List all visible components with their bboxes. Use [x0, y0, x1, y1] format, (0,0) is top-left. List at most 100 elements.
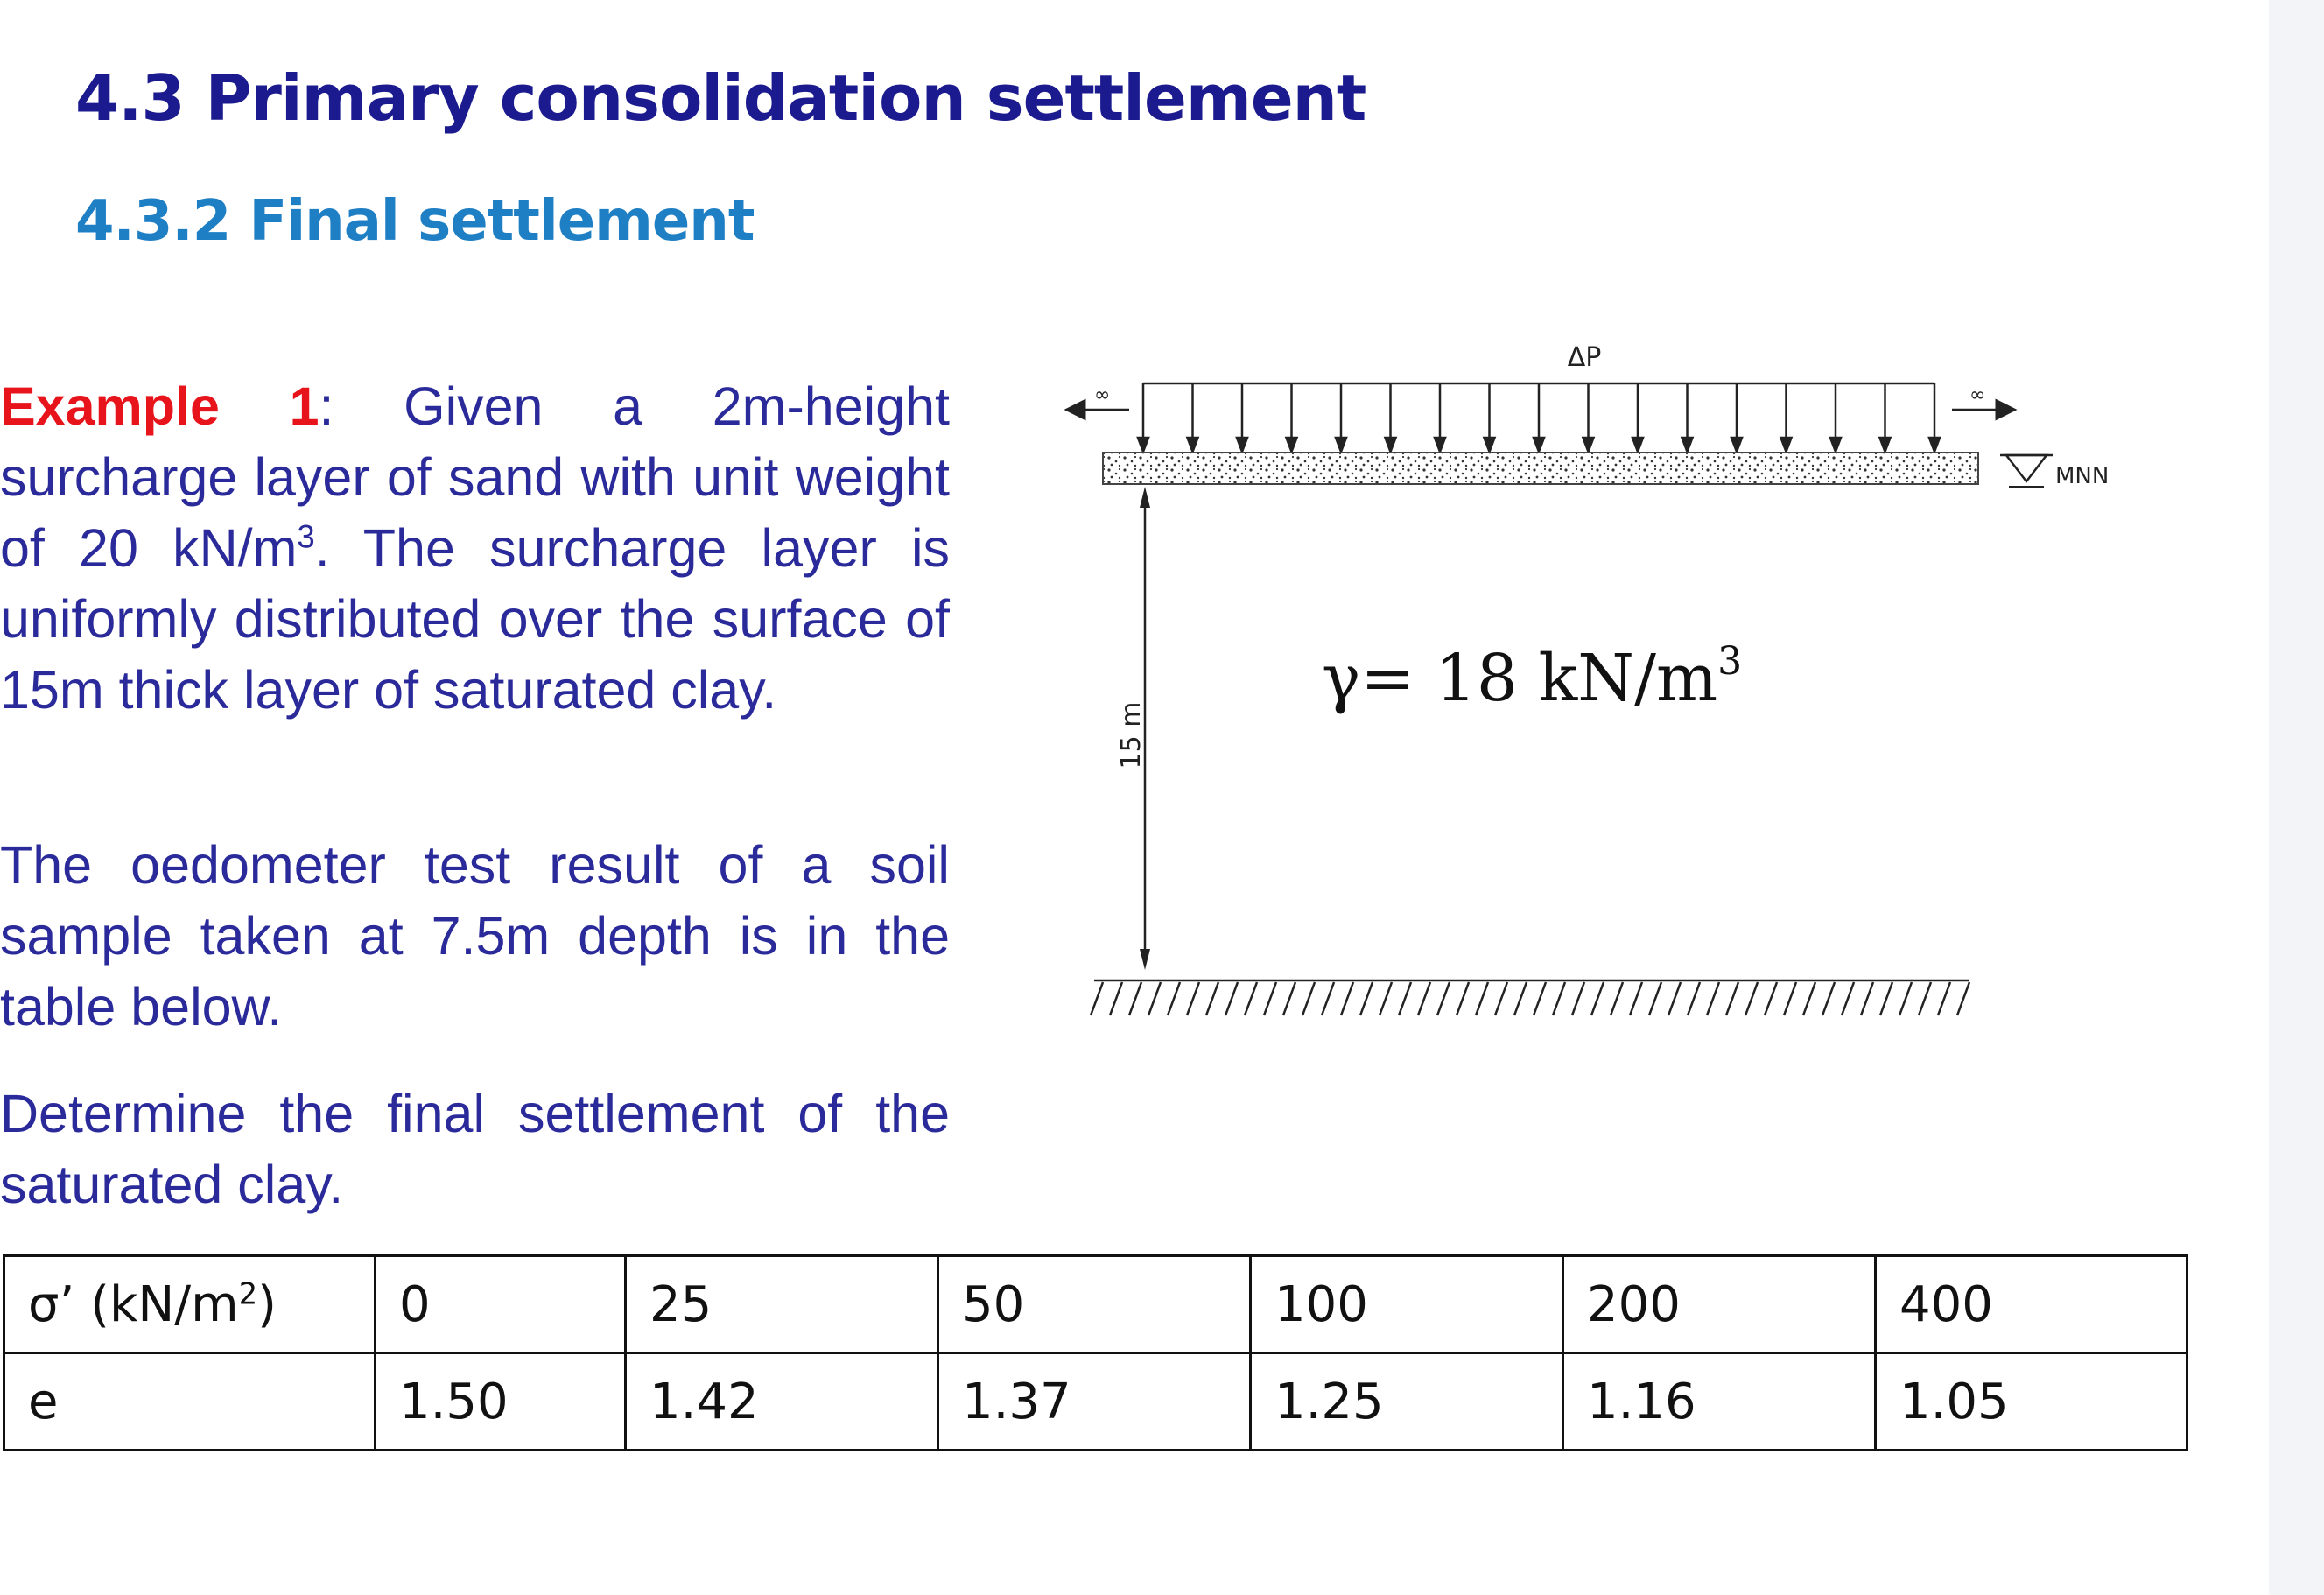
hatch-line: [1724, 981, 1740, 1016]
load-arrow-head: [1680, 436, 1695, 455]
load-arrow-head: [1482, 436, 1497, 455]
hatch-line: [1705, 981, 1721, 1016]
hatch-line: [1859, 981, 1875, 1016]
hatch-line: [1570, 981, 1586, 1016]
load-arrow-head: [1829, 436, 1843, 455]
table-cell: 1.05: [1874, 1352, 2188, 1451]
load-arrow-head: [1779, 436, 1794, 455]
load-arrow-head: [1730, 436, 1744, 455]
hatch-line: [1898, 981, 1913, 1016]
load-arrow-head: [1433, 436, 1447, 455]
bedrock-base: [1089, 979, 1971, 1016]
hatch-line: [1667, 981, 1682, 1016]
section-title: 4.3 Primary consolidation settlement: [75, 61, 1366, 135]
right-margin-strip: [2269, 0, 2324, 1595]
hatch-line: [1801, 981, 1817, 1016]
load-arrow-head: [1136, 436, 1150, 455]
hatch-line: [1917, 981, 1933, 1016]
example-text-a: Given a 2m-height surcharge layer of san…: [0, 376, 950, 578]
load-arrow-head: [1927, 436, 1941, 455]
hatch-line: [1936, 981, 1952, 1016]
thickness-dimension: 15 m: [1116, 487, 1150, 970]
hatch-line: [1436, 981, 1451, 1016]
question-paragraph: Determine the final settlement of the sa…: [0, 1084, 950, 1214]
hatch-line: [1185, 981, 1201, 1016]
hatch-line: [1686, 981, 1702, 1016]
hatch-line: [1224, 981, 1239, 1016]
table-cell: 1.37: [937, 1352, 1252, 1451]
unit-weight-label: γ= 18 kN/m3: [1322, 639, 1742, 716]
hatch-line: [1339, 981, 1355, 1016]
right-infinity-label: ∞: [1969, 384, 1985, 406]
left-infinity-arrow: ∞: [1064, 384, 1129, 421]
hatch-line: [1628, 981, 1644, 1016]
table-row-void-ratio: e 1.50 1.42 1.37 1.25 1.16 1.05: [3, 1352, 2188, 1451]
hatch-line: [1840, 981, 1856, 1016]
table-cell: 0: [374, 1254, 627, 1354]
load-arrow-head: [1631, 436, 1645, 455]
hatch-line: [1455, 981, 1471, 1016]
hatch-line: [1262, 981, 1278, 1016]
hatch-line: [1359, 981, 1374, 1016]
hatch-line: [1127, 981, 1143, 1016]
hatch-line: [1493, 981, 1509, 1016]
unit-exponent: 3: [297, 518, 315, 555]
hatch-line: [1281, 981, 1297, 1016]
thickness-label: 15 m: [1116, 702, 1147, 769]
table-cell: 100: [1249, 1254, 1564, 1354]
hatch-line: [1243, 981, 1259, 1016]
hatch-line: [1513, 981, 1528, 1016]
table-cell: 400: [1874, 1254, 2188, 1354]
load-arrow-head: [1532, 436, 1546, 455]
example-label: Example 1: [0, 376, 319, 436]
hatch-line: [1590, 981, 1605, 1016]
left-infinity-label: ∞: [1094, 384, 1110, 406]
table-cell: 1.42: [624, 1352, 939, 1451]
hatch-line: [1878, 981, 1894, 1016]
hatch-line: [1378, 981, 1394, 1016]
table-cell: 1.25: [1249, 1352, 1564, 1451]
right-infinity-arrow: ∞: [1952, 384, 2018, 421]
hatch-line: [1763, 981, 1779, 1016]
table-cell: 1.50: [374, 1352, 627, 1451]
soil-profile-diagram: ΔP ∞ ∞ MNN 15 m: [1059, 333, 2136, 1033]
load-arrow-head: [1383, 436, 1398, 455]
hatch-line: [1108, 981, 1124, 1016]
load-arrow-head: [1334, 436, 1348, 455]
hatch-line: [1166, 981, 1182, 1016]
sand-surcharge-layer: [1102, 452, 1979, 485]
load-arrow-head: [1581, 436, 1596, 455]
example-text-b: . The surcharge layer is uniformly distr…: [0, 518, 950, 720]
example-paragraph: Example 1: Given a 2m-height surcharge l…: [0, 371, 950, 726]
hatch-line: [1551, 981, 1567, 1016]
load-symbol: ΔP: [1568, 342, 1602, 373]
load-arrow-head: [1878, 436, 1892, 455]
hatch-line: [1320, 981, 1336, 1016]
hatch-line: [1955, 981, 1971, 1016]
load-arrow-head: [1185, 436, 1200, 455]
table-cell: 25: [624, 1254, 939, 1354]
hatch-line: [1397, 981, 1413, 1016]
hatch-line: [1532, 981, 1548, 1016]
table-cell: 1.16: [1562, 1352, 1877, 1451]
table-cell: 200: [1562, 1254, 1877, 1354]
load-arrow-head: [1284, 436, 1299, 455]
hatch-line: [1821, 981, 1836, 1016]
hatch-line: [1147, 981, 1162, 1016]
water-table-symbol: MNN: [2000, 453, 2109, 489]
hatch-line: [1416, 981, 1432, 1016]
hatch-line: [1301, 981, 1316, 1016]
hatch-line: [1782, 981, 1798, 1016]
water-level-label: MNN: [2055, 463, 2109, 489]
subsection-title: 4.3.2 Final settlement: [75, 189, 755, 254]
table-row-stress: σ’ (kN/m2) 0 25 50 100 200 400: [3, 1254, 2188, 1354]
hatch-line: [1204, 981, 1220, 1016]
hatch-line: [1089, 981, 1105, 1016]
hatch-line: [1744, 981, 1759, 1016]
load-arrow-head: [1235, 436, 1249, 455]
row-header-void-ratio: e: [3, 1352, 376, 1451]
table-cell: 50: [937, 1254, 1252, 1354]
row-header-stress: σ’ (kN/m2): [3, 1254, 376, 1354]
hatch-line: [1609, 981, 1625, 1016]
example-colon: :: [319, 376, 334, 436]
